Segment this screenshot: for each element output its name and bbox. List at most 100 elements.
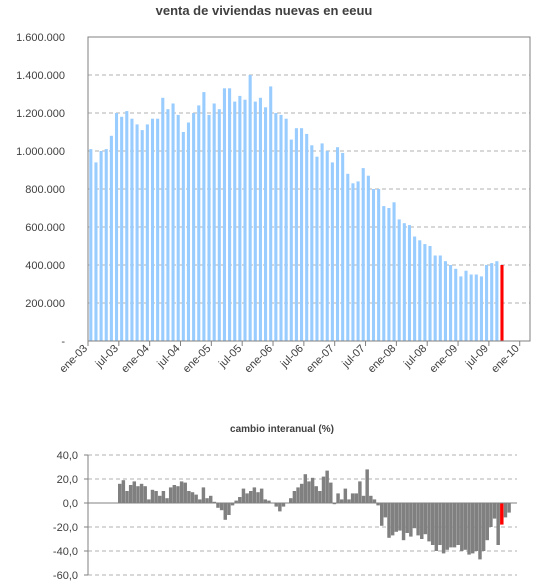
yoy-bar	[438, 503, 442, 545]
yoy-bar	[339, 499, 344, 503]
yoy-bar	[441, 503, 446, 554]
main-bar	[94, 162, 98, 341]
yoy-bar-highlight	[500, 503, 504, 525]
yoy-bar	[245, 493, 249, 503]
yoy-bar	[343, 488, 348, 503]
main-bar	[228, 88, 232, 341]
main-bar	[192, 113, 196, 341]
yoy-bar	[449, 503, 453, 548]
main-bar	[248, 75, 252, 341]
main-bar	[433, 255, 437, 341]
yoy-y-tick-label: 0,0	[63, 498, 78, 510]
yoy-bar	[383, 503, 388, 518]
yoy-bar	[292, 491, 297, 503]
yoy-bar	[314, 486, 318, 503]
main-bar	[320, 143, 324, 341]
main-bar	[490, 263, 494, 341]
yoy-bar	[485, 503, 489, 541]
yoy-bar	[289, 498, 293, 503]
main-y-tick-label: 1.400.000	[16, 70, 65, 82]
main-bar	[335, 147, 340, 341]
main-bar	[171, 103, 175, 341]
main-bar	[181, 132, 185, 341]
yoy-chart-bars	[118, 469, 511, 560]
main-bar	[377, 189, 381, 341]
main-y-tick-label: 1.600.000	[16, 32, 65, 44]
yoy-bar	[259, 488, 264, 503]
yoy-bar	[223, 503, 227, 520]
yoy-bar	[139, 483, 144, 503]
main-x-tick-label: ene-09	[427, 343, 460, 376]
yoy-bar	[347, 499, 351, 503]
yoy-bar	[230, 503, 235, 506]
main-plot-frame	[87, 36, 531, 342]
yoy-bar	[350, 493, 355, 503]
main-bar	[238, 95, 242, 342]
yoy-bar	[481, 503, 486, 551]
new-home-sales-chart: venta de viviendas nuevas en eeuu - 200.0…	[16, 3, 531, 376]
main-bar	[495, 261, 499, 341]
yoy-bar	[165, 498, 169, 503]
main-bar	[464, 270, 468, 341]
main-y-tick-label: 1.200.000	[16, 108, 65, 120]
main-bar	[387, 208, 391, 341]
yoy-bar	[474, 503, 479, 551]
main-y-tick-label: -	[61, 336, 65, 348]
yoy-bar	[256, 492, 260, 503]
main-bar	[474, 274, 478, 341]
main-y-tick-label: 400.000	[25, 260, 65, 272]
yoy-bar	[121, 480, 126, 503]
yoy-y-tick-label: -60,0	[53, 570, 78, 582]
yoy-bar	[503, 503, 508, 518]
main-bar	[156, 118, 160, 341]
yoy-bar	[358, 481, 362, 503]
yoy-bar	[310, 477, 315, 503]
main-bar	[166, 109, 170, 341]
yoy-bar	[212, 501, 217, 503]
main-x-tick-label: ene-08	[366, 343, 399, 376]
yoy-bar	[238, 497, 242, 503]
main-bar	[114, 113, 119, 341]
main-bar	[325, 151, 329, 341]
yoy-bar	[434, 503, 439, 551]
yoy-bar	[194, 494, 198, 503]
yoy-bar	[158, 495, 162, 503]
main-chart-y-tick-labels: - 200.000 400.000 600.000 800.000 1.000.000 1.…	[16, 32, 65, 348]
yoy-chart-title: cambio interanual (%)	[230, 424, 334, 435]
yoy-bar	[460, 503, 464, 551]
yoy-bar	[183, 482, 187, 503]
main-bar	[300, 128, 304, 341]
yoy-bar	[125, 491, 129, 503]
main-bar	[197, 105, 201, 342]
main-x-tick-label: jul-07	[339, 343, 367, 371]
main-y-tick-label: 600.000	[25, 222, 65, 234]
main-bar	[449, 265, 453, 341]
main-bar	[253, 101, 257, 341]
main-bar	[176, 114, 180, 342]
main-bar	[289, 139, 293, 341]
yoy-bar	[252, 487, 257, 503]
main-bar	[305, 133, 309, 341]
main-bar	[150, 118, 155, 341]
main-bar	[418, 240, 422, 341]
main-x-tick-label: ene-06	[242, 343, 275, 376]
yoy-chart-y-tick-labels: -60,0 -40,0 -20,0 0,0 20,0 40,0	[53, 450, 78, 582]
main-x-tick-label: ene-07	[304, 343, 337, 376]
yoy-bar	[445, 503, 449, 550]
main-x-tick-label: ene-04	[119, 343, 152, 376]
yoy-bar	[394, 503, 399, 532]
main-bar	[351, 183, 355, 341]
yoy-bar	[372, 499, 377, 503]
main-bar	[161, 97, 165, 341]
yoy-bar	[132, 481, 137, 503]
main-bar	[407, 225, 412, 341]
main-x-tick-label: jul-04	[154, 343, 182, 371]
main-bar	[382, 206, 386, 341]
main-bar	[443, 261, 447, 341]
main-x-tick-label: jul-09	[463, 343, 491, 371]
yoy-bar	[263, 499, 268, 503]
yoy-bar	[136, 486, 140, 503]
yoy-bar	[205, 498, 209, 503]
main-x-tick-label: jul-03	[93, 343, 121, 371]
yoy-bar	[201, 487, 206, 503]
